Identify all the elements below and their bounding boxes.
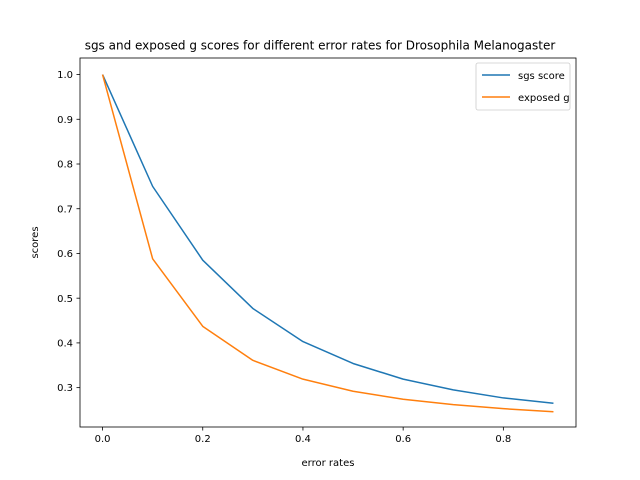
x-tick-label: 0.4 bbox=[295, 434, 311, 445]
y-tick-label: 0.7 bbox=[57, 204, 73, 215]
y-tick-label: 0.6 bbox=[57, 249, 73, 260]
x-tick-label: 0.8 bbox=[495, 434, 511, 445]
y-axis: 0.3 0.4 0.5 0.6 0.7 0.8 0.9 1.0 bbox=[57, 70, 80, 394]
y-tick-label: 1.0 bbox=[57, 70, 73, 81]
legend-label: sgs score bbox=[518, 71, 565, 82]
series-layer bbox=[101, 74, 554, 413]
y-axis-label: scores bbox=[30, 226, 41, 258]
legend-label: exposed g bbox=[518, 93, 570, 104]
x-tick-label: 0.6 bbox=[395, 434, 411, 445]
legend: sgs score exposed g bbox=[475, 62, 571, 111]
series-line-1 bbox=[101, 74, 554, 413]
y-tick-label: 0.8 bbox=[57, 160, 73, 171]
y-tick-label: 0.9 bbox=[57, 115, 73, 126]
y-tick-label: 0.4 bbox=[57, 339, 73, 350]
x-axis-label: error rates bbox=[302, 458, 355, 469]
x-axis: 0.0 0.2 0.4 0.6 0.8 bbox=[95, 427, 511, 445]
y-tick-label: 0.5 bbox=[57, 294, 73, 305]
plot-frame bbox=[79, 57, 577, 428]
series-line-0 bbox=[101, 74, 554, 405]
y-tick-label: 0.3 bbox=[57, 383, 73, 394]
x-tick-label: 0.0 bbox=[95, 434, 111, 445]
x-tick-label: 0.2 bbox=[195, 434, 211, 445]
chart-title: sgs and exposed g scores for different e… bbox=[85, 39, 556, 53]
